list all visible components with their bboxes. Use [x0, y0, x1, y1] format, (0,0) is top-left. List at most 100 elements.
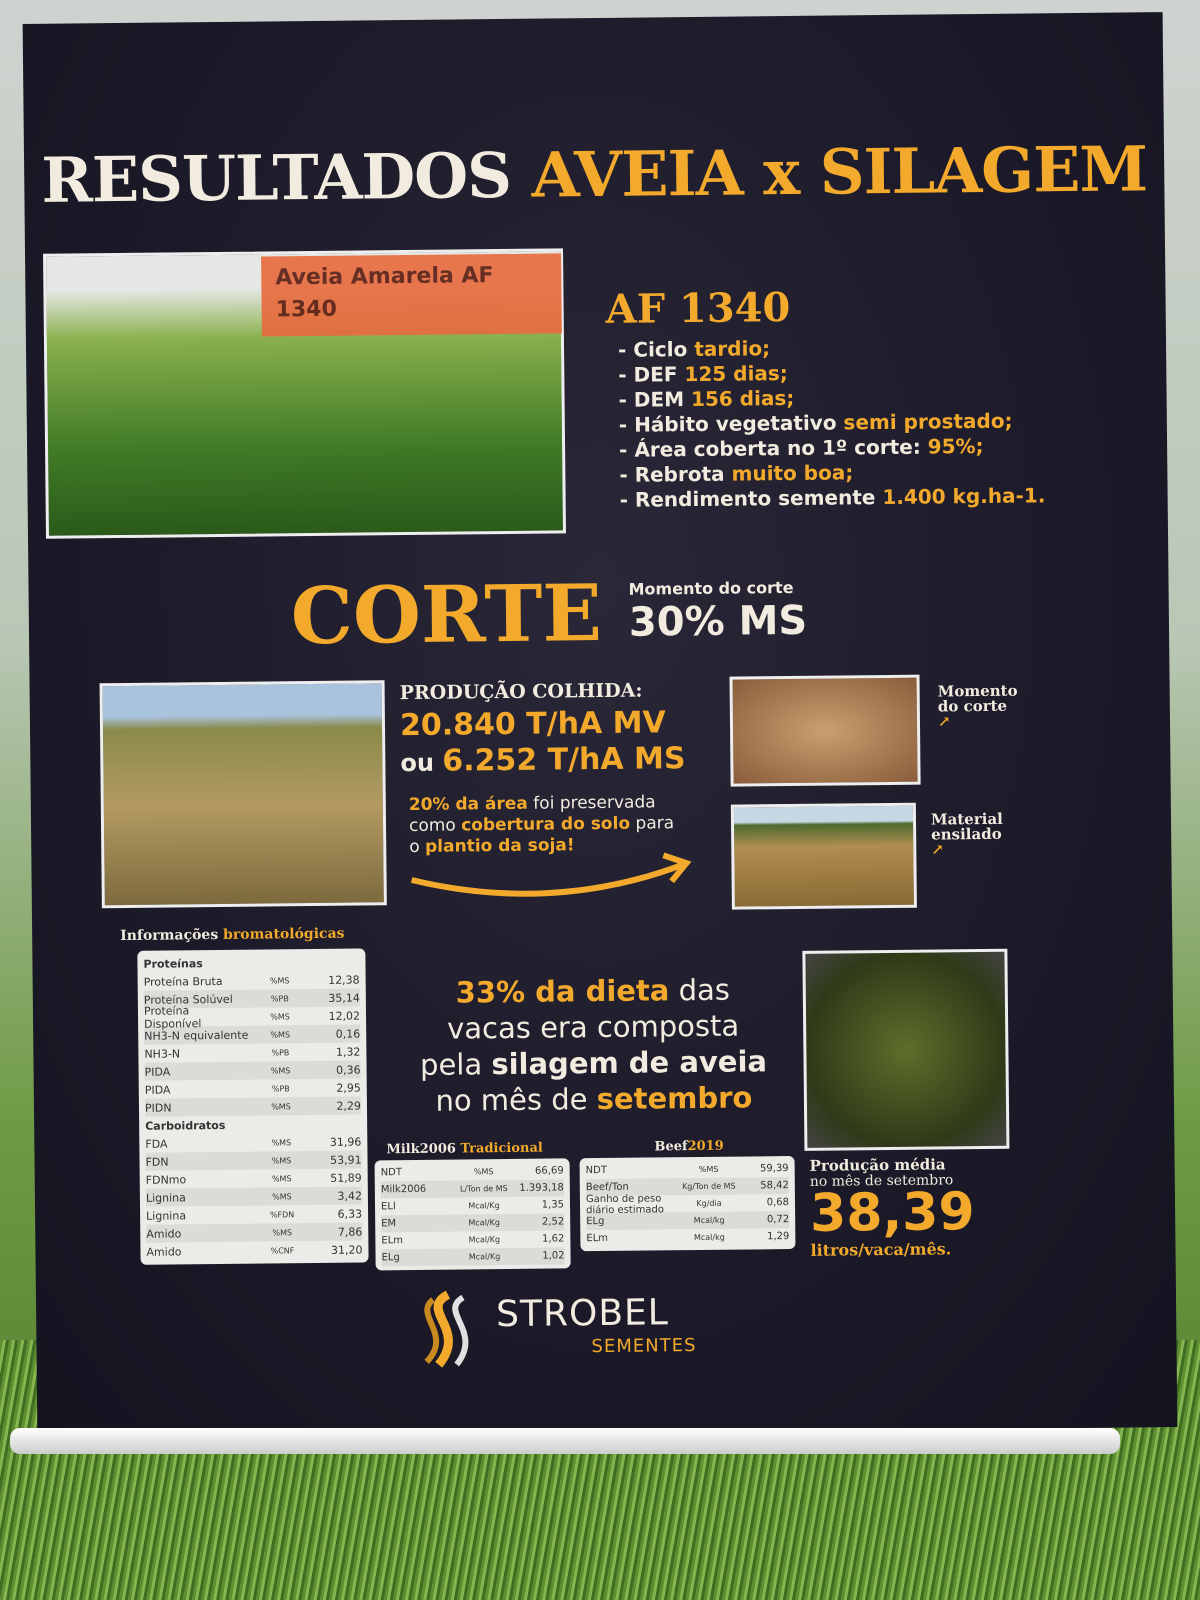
table-row: Amido %CNF 31,20	[146, 1241, 362, 1261]
row-unit: %MS	[270, 1029, 291, 1039]
row-value: 51,89	[330, 1171, 362, 1185]
row-name: Lignina	[146, 1208, 187, 1223]
row-name: NDT	[380, 1167, 403, 1179]
curved-arrow-icon	[410, 852, 692, 897]
brand-name: STROBEL	[495, 1292, 670, 1336]
bullet-item: - Área coberta no 1º corte: 95%;	[619, 433, 1045, 462]
production-mv: 20.840 T/hA MV	[399, 705, 666, 744]
row-value: 7,86	[337, 1225, 363, 1239]
cut-moment-photo	[729, 674, 921, 787]
row-value: 1,35	[541, 1199, 565, 1211]
table-row: Amido %MS 7,86	[146, 1222, 363, 1243]
moment-value: 30% MS	[628, 597, 808, 646]
row-name: ELl	[380, 1201, 396, 1213]
bullet-label: - DEF	[618, 362, 685, 387]
row-name: Proteína Bruta	[143, 974, 223, 989]
banner: RESULTADOS AVEIA x SILAGEM Aveia Amarela…	[22, 12, 1178, 1439]
bullet-label: - Rebrota	[619, 461, 732, 487]
row-value: 0,72	[766, 1214, 790, 1226]
row-name: Ganho de peso diário estimado	[585, 1192, 664, 1216]
table-row: Proteína Bruta %MS 12,38	[144, 971, 360, 991]
diet-part: no mês de	[435, 1082, 597, 1118]
row-name: EM	[381, 1218, 397, 1230]
table-row: FDN %MS 53,91	[145, 1150, 362, 1171]
ensiled-material-photo	[730, 802, 917, 910]
bullet-label: - Hábito vegetativo	[618, 410, 844, 437]
row-name: PIDA	[144, 1065, 171, 1079]
row-value: 0,16	[335, 1027, 361, 1041]
row-value: 31,96	[329, 1135, 362, 1149]
diet-part: 33% da dieta	[455, 973, 670, 1010]
row-name: FDA	[145, 1137, 168, 1151]
bromatological-title: Informações bromatológicas	[120, 926, 344, 944]
row-name: FDNmo	[145, 1172, 187, 1187]
diet-part: das	[669, 972, 731, 1008]
row-unit: Kg/Ton de MS	[681, 1181, 736, 1192]
poster-title: RESULTADOS AVEIA x SILAGEM	[24, 132, 1165, 217]
table-row: FDA %MS 31,96	[145, 1133, 361, 1153]
bullet-value: semi prostado;	[843, 408, 1013, 435]
table-row: ELm Mcal/Kg 1,62	[381, 1230, 564, 1249]
row-unit: Mcal/Kg	[468, 1235, 501, 1245]
title-part2: AVEIA x SILAGEM	[531, 132, 1148, 212]
row-name: NH3-N equivalente	[144, 1028, 249, 1043]
bromatological-table: Proteínas Proteína Bruta %MS 12,38 Proteína …	[137, 948, 369, 1265]
row-value: 53,91	[329, 1153, 362, 1167]
row-unit: %MS	[270, 1065, 291, 1075]
ms-value: 6.252 T/hA MS	[442, 741, 686, 779]
strobel-logo-icon	[424, 1290, 469, 1368]
variety-name: AF 1340	[605, 283, 791, 333]
section-label: Carboidratos	[145, 1118, 226, 1133]
row-unit: Mcal/Kg	[468, 1252, 501, 1262]
row-value: 2,29	[336, 1099, 362, 1113]
table-row: NDT %MS 66,69	[381, 1162, 564, 1181]
row-value: 1,62	[542, 1233, 565, 1245]
row-unit: %MS	[271, 1173, 292, 1183]
row-name: Amido	[146, 1226, 182, 1241]
production-ms: ou 6.252 T/hA MS	[400, 741, 686, 779]
row-unit: Mcal/kg	[693, 1232, 725, 1243]
row-value: 31,20	[330, 1243, 363, 1257]
material-label: Material ensilado ↗	[931, 810, 1003, 859]
bullet-item: - Rendimento semente 1.400 kg.ha-1.	[620, 483, 1046, 512]
beef-title: Beef2019	[654, 1139, 723, 1155]
row-unit: Mcal/kg	[693, 1215, 725, 1226]
row-unit: %PB	[271, 1047, 290, 1057]
row-unit: %MS	[271, 1101, 291, 1111]
brand-sub: SEMENTES	[591, 1335, 697, 1358]
info-title-2: bromatológicas	[222, 925, 345, 943]
row-value: 59,39	[759, 1163, 789, 1175]
row-name: Lignina	[145, 1190, 186, 1205]
table-row: Ganho de peso diário estimado Kg/dia 0,68	[585, 1192, 789, 1216]
row-value: 12,38	[328, 973, 360, 987]
row-value: 1.393,18	[519, 1182, 564, 1194]
table-row: ELm Mcal/kg 1,29	[586, 1228, 789, 1247]
or-text: ou	[400, 748, 443, 778]
row-value: 3,42	[337, 1189, 362, 1203]
row-value: 66,69	[534, 1165, 564, 1177]
beef-title-2: 2019	[687, 1138, 724, 1155]
row-unit: %MS	[270, 1011, 290, 1021]
banner-roller	[10, 1428, 1120, 1454]
bullet-value: 95%;	[927, 433, 984, 459]
bullet-label: - Área coberta no 1º corte:	[618, 434, 928, 462]
row-name: ELg	[586, 1215, 605, 1228]
table-row: EM Mcal/Kg 2,52	[381, 1213, 565, 1233]
small-arrow-icon: ↗	[937, 712, 951, 731]
row-value: 1,32	[335, 1045, 361, 1059]
row-name: Milk2006	[380, 1183, 427, 1196]
variety-bullets: - Ciclo tardio; - DEF 125 dias; - DEM 156 …	[618, 333, 1046, 512]
small-arrow-icon: ↗	[931, 840, 944, 859]
row-name: ELg	[381, 1252, 400, 1264]
table-row: PIDN %MS 2,29	[144, 1096, 362, 1117]
moment-label: Momento do corte	[628, 577, 794, 599]
row-name: Amido	[146, 1244, 182, 1259]
production-label: PRODUÇÃO COLHIDA:	[399, 679, 643, 705]
diet-statement: 33% da dieta das vacas era composta pela…	[373, 971, 814, 1120]
milk-table: NDT %MS 66,69 Milk2006 L/Ton de MS 1.393,18 EL…	[374, 1158, 571, 1271]
milk-title-2: Tradicional	[460, 1140, 543, 1157]
row-value: 6,33	[337, 1207, 363, 1221]
beef-title-1: Beef	[654, 1139, 688, 1155]
row-unit: %MS	[272, 1227, 293, 1237]
bullet-value: muito boa;	[731, 460, 854, 486]
